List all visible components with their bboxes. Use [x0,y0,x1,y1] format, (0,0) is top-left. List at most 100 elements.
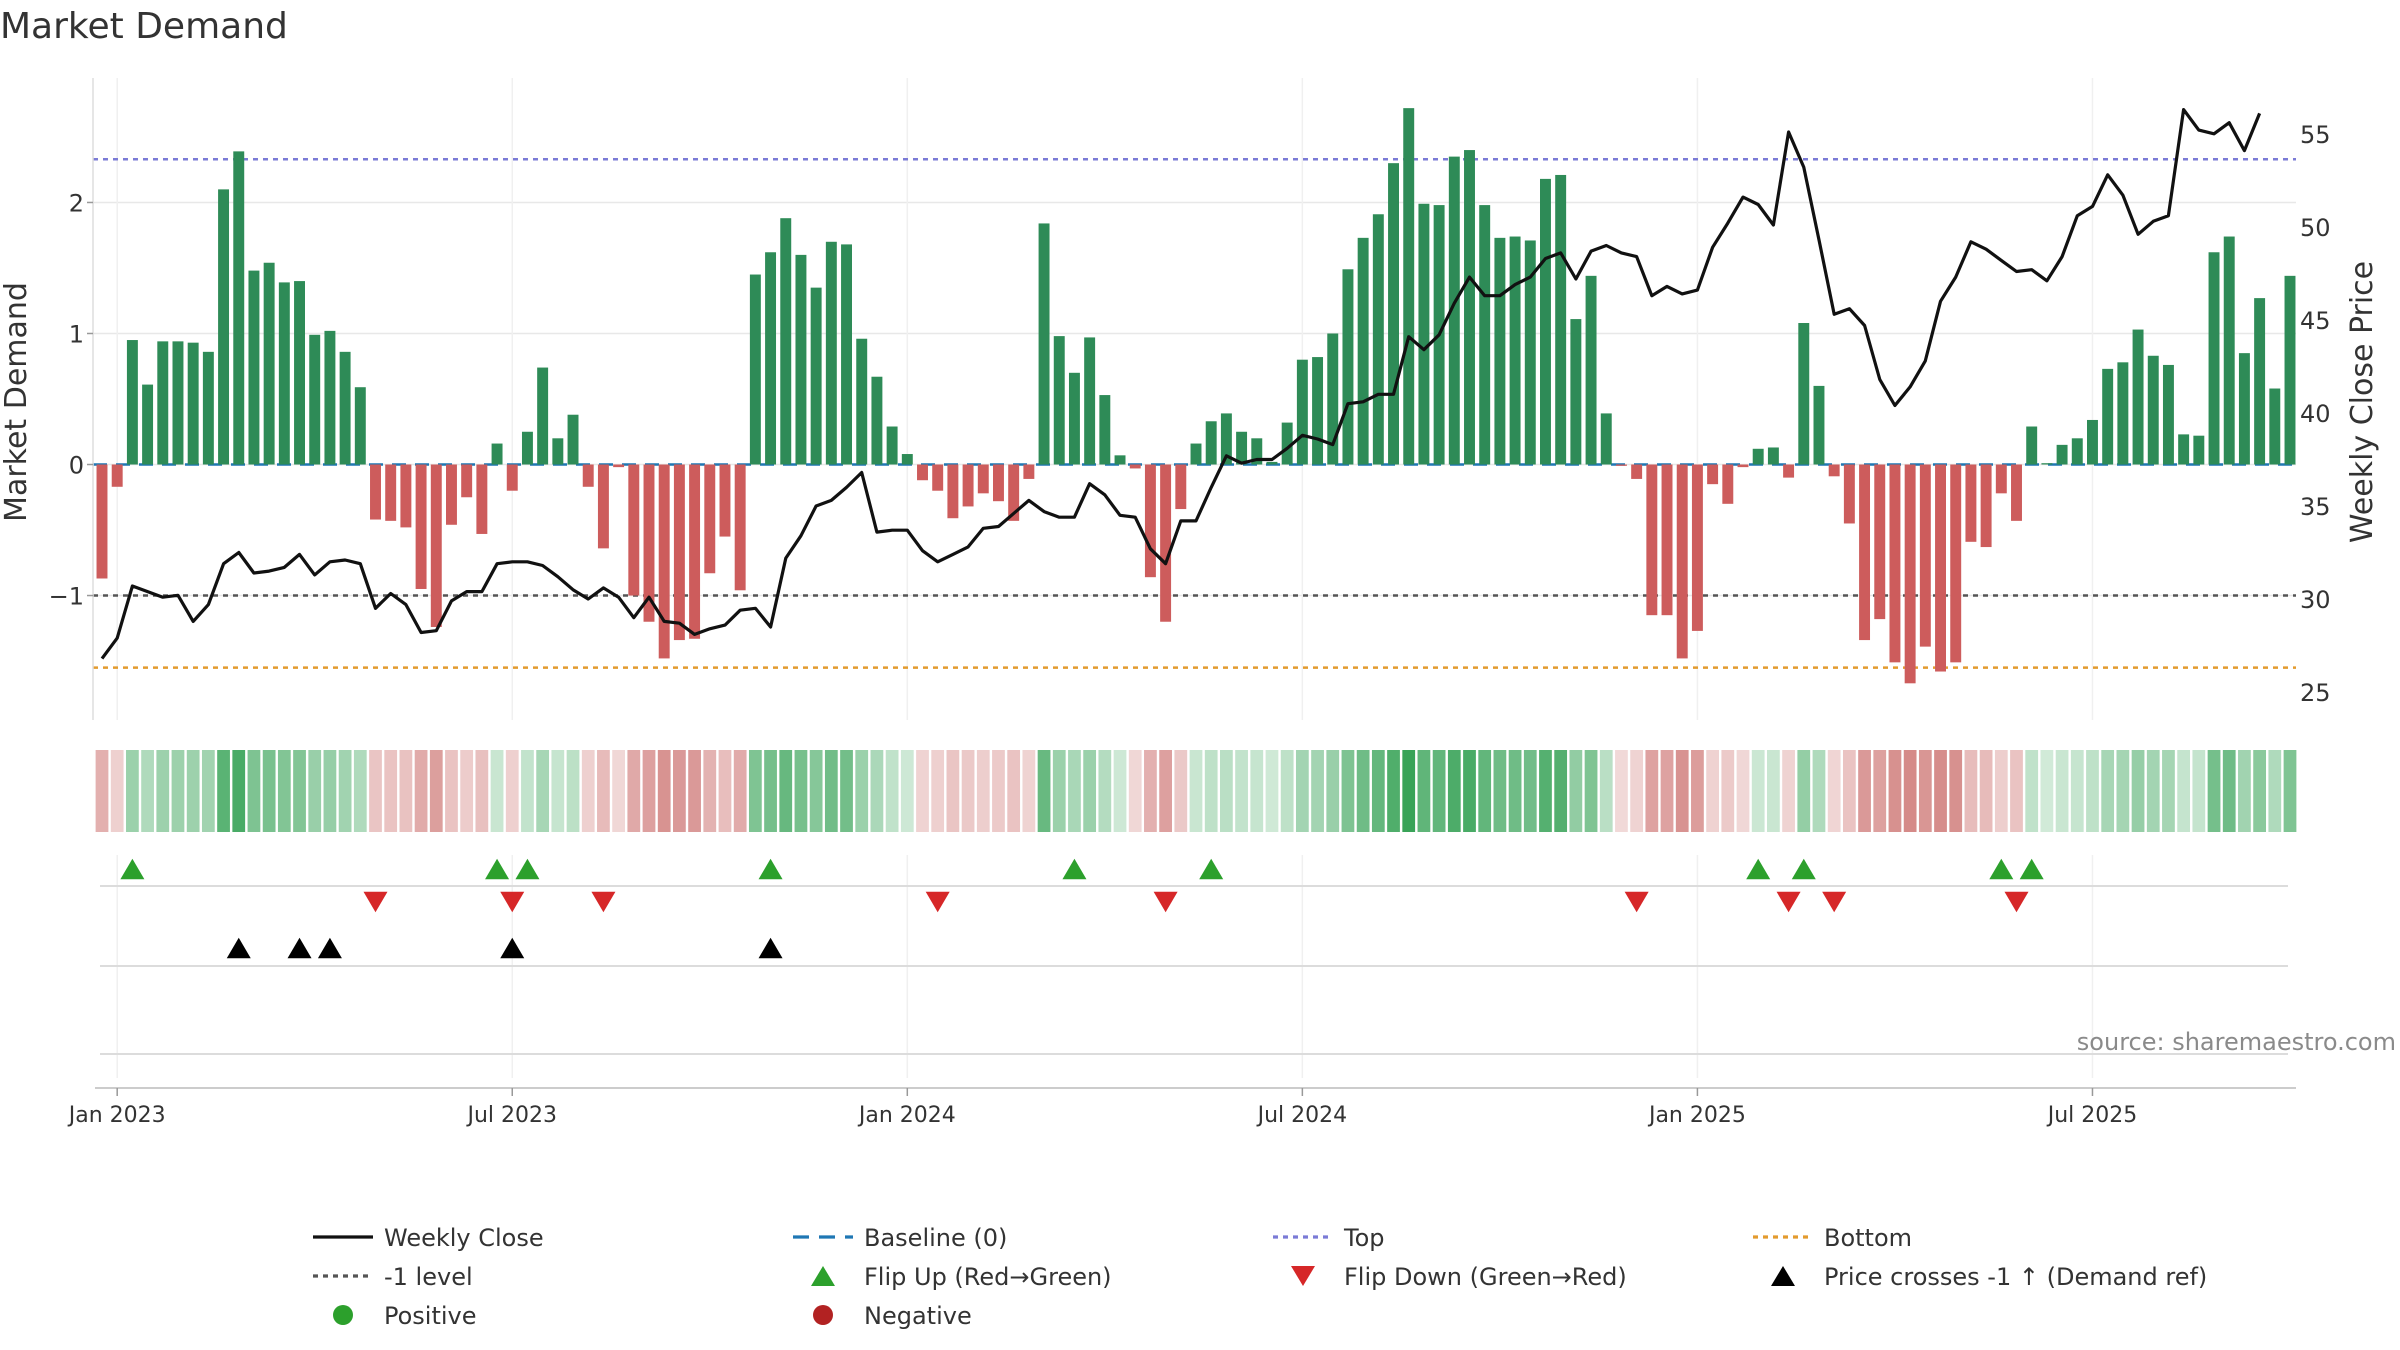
heat-cell [2116,750,2130,832]
demand-bar [749,274,761,465]
reference-lines [93,157,2296,669]
demand-bar [1175,464,1187,510]
heat-cell [1007,750,1021,832]
demand-bar [1418,203,1430,465]
flip-up-marker [1199,858,1224,880]
heat-cell [1204,750,1218,832]
demand-bar [1008,464,1020,521]
heat-cell [1949,750,1963,832]
heat-cell [794,750,808,832]
demand-bar [1555,174,1567,465]
heat-cell [2268,750,2282,832]
demand-bar [1524,240,1536,465]
demand-bar [126,340,138,465]
demand-bar [1403,108,1415,465]
heat-cell [1083,750,1097,832]
demand-bar [1676,464,1688,659]
legend-item: Bottom [1753,1224,1912,1252]
demand-bar [506,464,518,491]
heat-cell [2040,750,2054,832]
legend-swatch [1771,1266,1795,1286]
heat-cell [1888,750,1902,832]
flip-down-marker [1822,891,1847,913]
demand-bar [1904,464,1916,684]
demand-bar [142,384,154,465]
y2-tick-label: 50 [2300,214,2331,242]
heat-cell [232,750,246,832]
demand-heat-strip [95,750,2297,832]
flip-up-marker [1791,858,1816,880]
heat-cell [916,750,929,832]
heat-cell [1934,750,1947,832]
demand-bar [856,338,868,465]
heat-cell [1356,750,1370,832]
heat-cell [1964,750,1978,832]
demand-bar [1357,237,1369,465]
demand-bar [2147,355,2159,465]
demand-bar [1388,163,1399,465]
demand-bar [1068,372,1080,465]
demand-bar [810,287,822,465]
heat-cell [900,750,914,832]
demand-bar [1342,269,1354,465]
heat-cell [1280,750,1294,832]
demand-bar [415,464,427,589]
heat-cell [2010,750,2023,832]
demand-bar [1995,464,2007,494]
y-tick-label: 2 [69,189,84,217]
demand-bar [2193,435,2205,465]
demand-bar [400,464,412,528]
demand-bar [1843,464,1855,524]
demand-bar [354,387,366,465]
heat-cell [247,750,261,832]
heat-cell [1812,750,1826,832]
demand-bar [977,464,989,494]
demand-bar [537,367,549,465]
heat-cell [1645,750,1659,832]
heat-cell [156,750,170,832]
heat-cell [992,750,1005,832]
flip-down-marker [363,891,388,913]
price-series [100,107,2262,660]
heat-cell [1539,750,1552,832]
demand-bar [1935,464,1946,672]
heat-cell [1767,750,1780,832]
heat-cell [1311,750,1324,832]
demand-bar [2284,275,2296,465]
heat-cell [1584,750,1598,832]
heat-cell [521,750,534,832]
heat-cell [1098,750,1112,832]
demand-bars [96,108,2296,684]
demand-bar [1570,319,1582,465]
demand-bar [901,454,913,465]
demand-bar [218,189,230,465]
demand-bar [734,464,746,591]
demand-bar [613,464,625,468]
heat-cell [551,750,565,832]
heat-cell [2055,750,2069,832]
demand-bar [993,464,1004,502]
heat-cell [2131,750,2145,832]
demand-bar [689,464,701,639]
flip-up-marker [758,858,783,880]
y-tick-label: 1 [69,320,84,348]
price-cross-marker [226,937,251,959]
demand-bar [111,464,123,487]
demand-bar [628,464,640,596]
heat-cell [1326,750,1340,832]
flip-down-marker [1776,891,1801,913]
demand-bar [2026,426,2038,465]
y2-tick-label: 55 [2300,121,2331,149]
heat-cell [840,750,853,832]
heat-cell [2283,750,2297,832]
heat-cell [460,750,474,832]
demand-bar [370,464,381,520]
flip-down-marker [1153,891,1178,913]
legend-swatch [333,1305,353,1325]
flip-up-marker [2019,858,2044,880]
demand-bar [1190,443,1202,465]
heat-cell [1220,750,1233,832]
heat-cell [1979,750,1993,832]
heat-cell [1478,750,1492,832]
demand-bar [491,443,503,465]
